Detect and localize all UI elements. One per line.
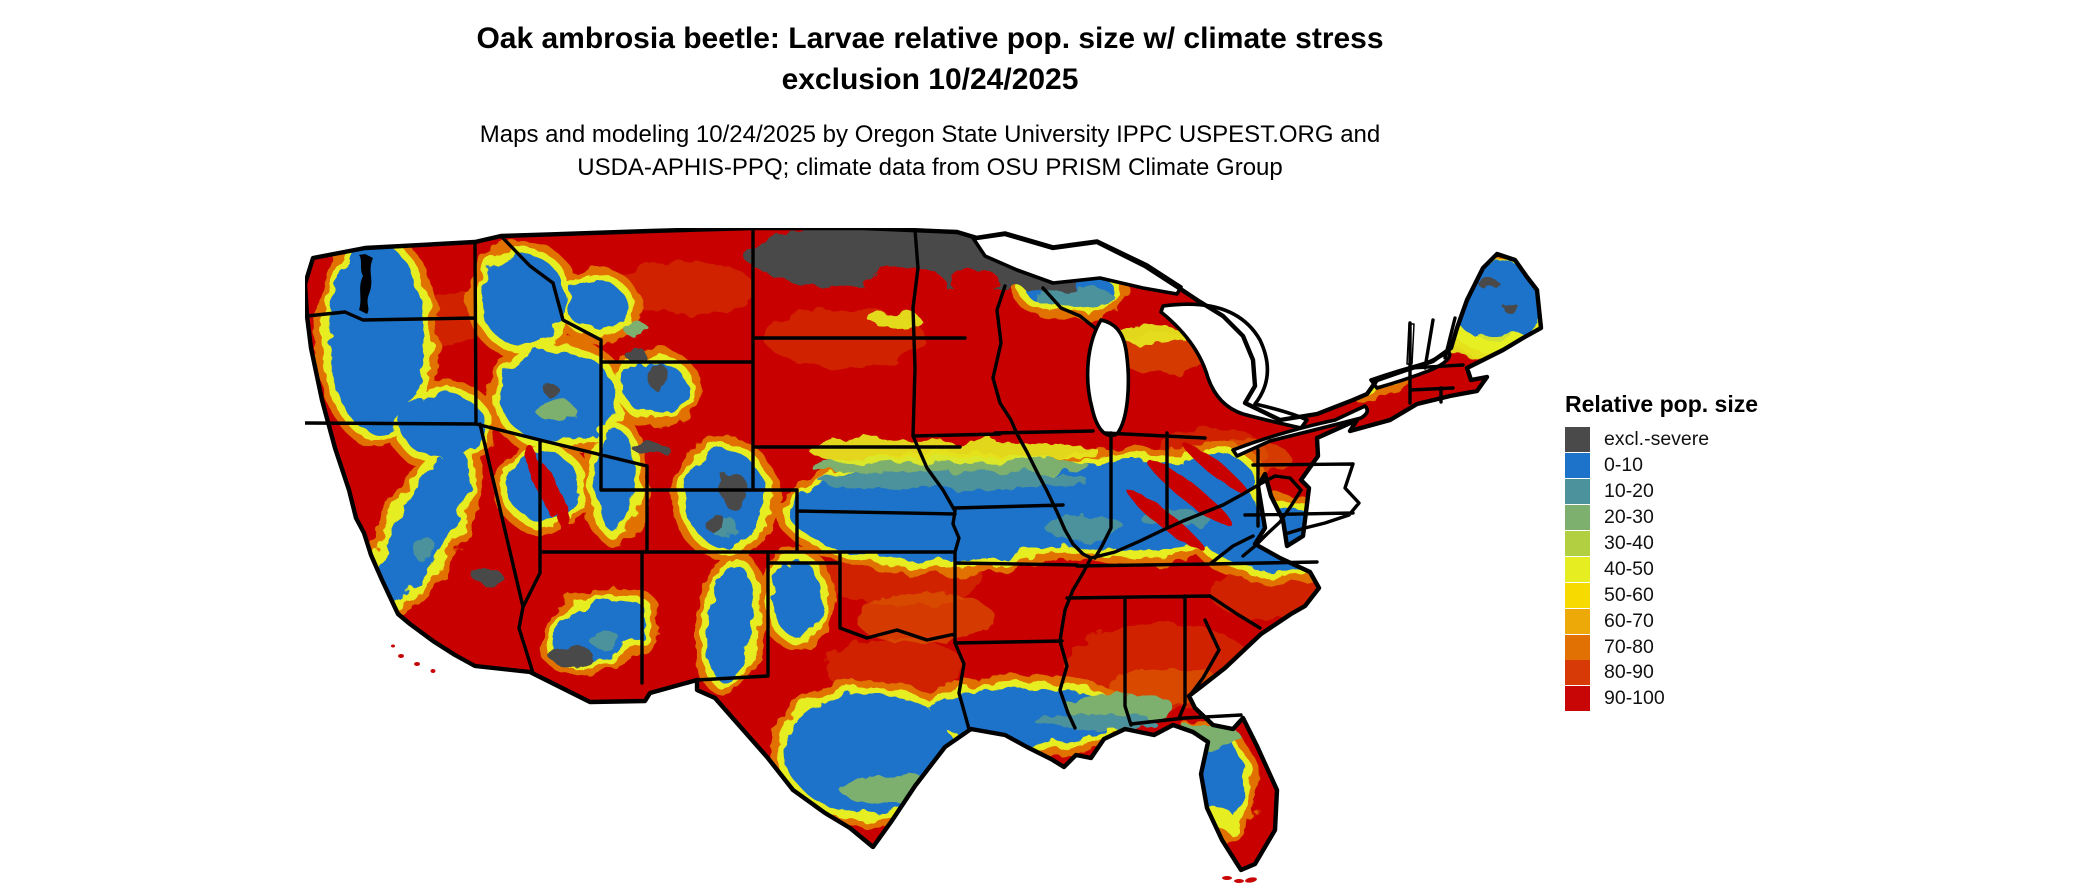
chart-subtitle-line1: Maps and modeling 10/24/2025 by Oregon S…	[479, 121, 1381, 148]
legend-label: 70-80	[1604, 635, 1654, 658]
legend-label: 90-100	[1604, 687, 1665, 710]
legend-swatch-90-100	[1565, 686, 1590, 712]
us-map-container	[305, 228, 1545, 890]
channel-islands	[391, 644, 436, 673]
florida-keys	[1222, 876, 1257, 883]
us-map	[303, 226, 1545, 883]
legend-label: 20-30	[1604, 506, 1654, 529]
raster-layer	[305, 228, 1541, 870]
legend-swatch-50-60	[1565, 582, 1590, 608]
legend-row: excl.-severe	[1565, 427, 1825, 453]
puget-sound	[359, 254, 373, 314]
legend-row: 0-10	[1565, 453, 1825, 479]
legend-swatch-30-40	[1565, 531, 1590, 556]
legend-row: 60-70	[1565, 608, 1825, 634]
legend-row: 50-60	[1565, 582, 1825, 608]
legend-title: Relative pop. size	[1565, 391, 1759, 417]
legend-label: excl.-severe	[1604, 428, 1710, 451]
lake-huron	[1159, 302, 1309, 430]
legend-row: 10-20	[1565, 479, 1825, 505]
legend-swatch-excl-severe	[1565, 427, 1590, 453]
legend-row: 40-50	[1565, 556, 1825, 582]
legend-row: 30-40	[1565, 531, 1825, 557]
chart-title-line1: Oak ambrosia beetle: Larvae relative pop…	[476, 22, 1384, 55]
legend-swatch-60-70	[1565, 608, 1590, 634]
legend-swatch-20-30	[1565, 505, 1590, 531]
chart-title-line2: exclusion 10/24/2025	[781, 63, 1079, 96]
legend-row: 70-80	[1565, 634, 1825, 660]
legend: Relative pop. size excl.-severe 0-10 10-…	[1565, 391, 1825, 712]
legend-label: 40-50	[1604, 557, 1654, 580]
legend-row: 80-90	[1565, 660, 1825, 686]
legend-label: 0-10	[1604, 454, 1644, 477]
raster-red-tongues	[865, 266, 998, 302]
legend-label: 80-90	[1604, 661, 1654, 684]
lake-michigan	[1085, 318, 1131, 438]
legend-label: 60-70	[1604, 609, 1654, 632]
legend-label: 30-40	[1604, 532, 1654, 554]
legend-row: 90-100	[1565, 686, 1825, 712]
legend-swatch-0-10	[1565, 453, 1590, 479]
legend-swatch-80-90	[1565, 660, 1590, 686]
legend-row: 20-30	[1565, 505, 1825, 531]
legend-label: 10-20	[1604, 480, 1654, 503]
legend-label: 50-60	[1604, 583, 1654, 606]
lake-erie	[1231, 404, 1370, 458]
legend-swatch-10-20	[1565, 479, 1590, 505]
legend-swatch-40-50	[1565, 556, 1590, 582]
chart-subtitle: Maps and modeling 10/24/2025 by Oregon S…	[330, 118, 1530, 184]
great-lakes	[971, 231, 1452, 458]
chart-subtitle-line2: USDA-APHIS-PPQ; climate data from OSU PR…	[577, 154, 1283, 181]
state-borders	[303, 226, 1465, 731]
chart-title: Oak ambrosia beetle: Larvae relative pop…	[330, 18, 1530, 100]
legend-swatch-70-80	[1565, 634, 1590, 660]
